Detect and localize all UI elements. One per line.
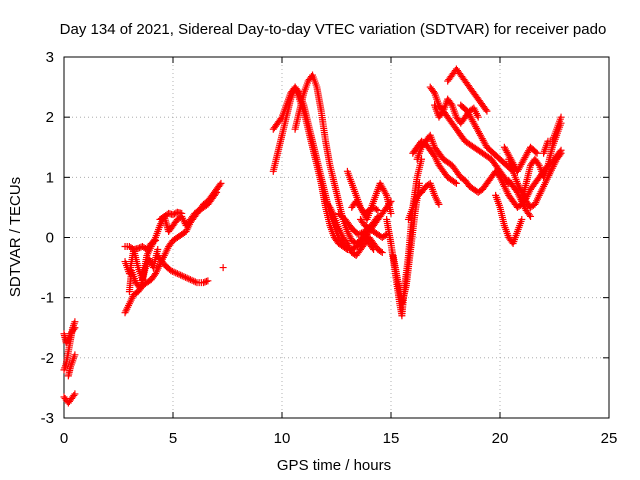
y-tick-label: -2 — [41, 350, 54, 367]
data-point — [71, 351, 79, 359]
data-point — [178, 272, 186, 280]
data-point — [219, 264, 227, 272]
data-point — [178, 209, 186, 217]
x-tick-label: 20 — [492, 430, 509, 447]
data-point — [182, 273, 190, 281]
data-point — [180, 273, 188, 281]
x-tick-label: 10 — [274, 430, 291, 447]
data-point — [387, 209, 395, 217]
data-point — [415, 179, 423, 187]
y-tick-label: 2 — [46, 109, 54, 126]
y-axis-label: SDTVAR / TECUs — [7, 177, 24, 297]
data-point — [152, 237, 160, 245]
y-tick-label: -1 — [41, 290, 54, 307]
data-point — [483, 107, 491, 115]
data-point — [294, 88, 302, 96]
data-point — [532, 148, 540, 156]
data-point — [71, 324, 79, 332]
data-point — [63, 337, 71, 345]
data-point — [190, 277, 198, 285]
y-tick-label: 1 — [46, 169, 54, 186]
data-point — [154, 246, 162, 254]
data-point — [482, 106, 490, 114]
data-point — [177, 271, 185, 279]
data-point — [372, 205, 380, 213]
data-point — [202, 277, 210, 285]
data-point — [204, 277, 212, 285]
x-tick-label: 0 — [60, 430, 68, 447]
data-point — [474, 113, 482, 121]
data-point — [356, 230, 364, 238]
data-point — [373, 214, 381, 222]
data-point — [525, 211, 533, 219]
data-point — [534, 160, 542, 168]
data-point — [557, 149, 565, 157]
data-point — [447, 100, 455, 108]
data-point — [167, 267, 175, 275]
data-point — [378, 249, 386, 257]
data-point — [533, 149, 541, 157]
data-point — [354, 230, 362, 238]
data-point — [191, 278, 199, 286]
data-point — [216, 181, 224, 189]
data-point — [451, 178, 459, 186]
data-point — [170, 268, 178, 276]
data-point — [374, 212, 382, 220]
data-point — [217, 179, 225, 187]
data-point — [175, 270, 183, 278]
data-point — [374, 206, 382, 214]
data-point — [518, 215, 526, 223]
data-point — [186, 276, 194, 284]
data-point — [382, 190, 390, 198]
data-point — [172, 269, 180, 277]
data-point — [452, 179, 460, 187]
y-tick-label: 0 — [46, 230, 54, 247]
data-point — [527, 212, 535, 220]
data-point — [71, 390, 79, 398]
data-point — [185, 275, 193, 283]
data-points — [60, 65, 565, 407]
chart-title: Day 134 of 2021, Sidereal Day-to-day VTE… — [60, 21, 607, 38]
x-tick-label: 5 — [169, 430, 177, 447]
data-point — [70, 325, 78, 333]
data-point — [556, 151, 564, 159]
y-tick-label: 3 — [46, 49, 54, 66]
data-point — [168, 267, 176, 275]
data-point — [71, 318, 79, 326]
data-point — [557, 113, 565, 121]
data-point — [150, 238, 158, 246]
x-tick-label: 15 — [383, 430, 400, 447]
data-point — [438, 109, 446, 117]
data-point — [183, 274, 191, 282]
x-axis-label: GPS time / hours — [277, 457, 391, 474]
data-point — [377, 248, 385, 256]
data-point — [70, 391, 78, 399]
data-point — [173, 270, 181, 278]
data-point — [430, 88, 438, 96]
data-point — [358, 229, 366, 237]
x-tick-label: 25 — [601, 430, 618, 447]
y-tick-label: -3 — [41, 410, 54, 427]
data-point — [213, 188, 221, 196]
data-point — [435, 200, 443, 208]
data-point — [212, 190, 220, 198]
axis-ticks: 0 5 10 15 20 25 -3 -2 -1 0 1 2 3 — [41, 49, 618, 447]
data-point — [188, 276, 196, 284]
